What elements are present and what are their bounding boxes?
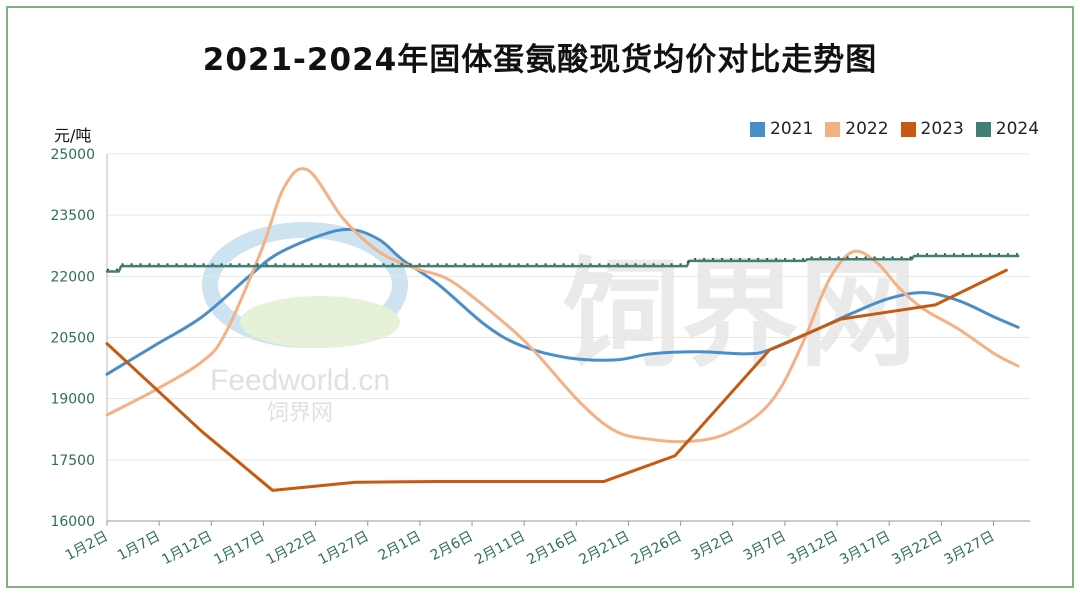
x-tick-label: 2月16日 (524, 528, 580, 568)
legend-label: 2022 (845, 119, 889, 139)
x-tick-label: 2月1日 (376, 528, 424, 564)
legend-swatch (750, 121, 765, 137)
y-tick-label: 16000 (50, 514, 95, 530)
x-tick-label: 3月12日 (785, 528, 841, 568)
series-line-2024 (105, 254, 1020, 273)
x-tick-label: 2月6日 (428, 528, 476, 564)
x-tick-label: 3月17日 (837, 528, 893, 568)
y-tick-label: 22000 (50, 269, 95, 285)
y-axis-unit-label: 元/吨 (54, 126, 92, 145)
legend-item-2024: 2024 (975, 119, 1040, 139)
chart-legend: 2021 2022 2023 2024 (750, 118, 1039, 140)
chart-title: 2021-2024年固体蛋氨酸现货均价对比走势图 (202, 42, 878, 78)
legend-label: 2023 (920, 119, 964, 139)
series-line-2021 (105, 227, 1020, 376)
y-tick-label: 23500 (50, 208, 95, 224)
legend-item-2021: 2021 (750, 119, 813, 139)
x-tick-label: 2月11日 (472, 528, 528, 568)
series-lines (105, 167, 1020, 492)
legend-item-2023: 2023 (900, 119, 964, 139)
watermark-domain: Feedworld.cn (210, 364, 390, 397)
x-tick-label: 3月27日 (942, 528, 998, 568)
y-tick-label: 19000 (50, 392, 95, 408)
y-tick-label: 17500 (50, 453, 95, 469)
x-tick-label: 1月7日 (115, 528, 163, 564)
x-tick-label: 1月2日 (63, 528, 111, 564)
x-tick-label: 2月21日 (577, 528, 633, 568)
legend-swatch (975, 121, 991, 137)
watermark-leaf-icon (240, 296, 400, 348)
x-tick-label: 1月22日 (264, 528, 320, 568)
x-tick-label: 3月7日 (741, 528, 789, 564)
y-tick-label: 20500 (50, 331, 95, 347)
x-tick-label: 1月17日 (211, 528, 267, 568)
legend-label: 2024 (995, 119, 1040, 139)
legend-item-2022: 2022 (825, 119, 889, 139)
legend-swatch (825, 121, 841, 137)
legend-label: 2021 (770, 119, 814, 139)
series-line-2022 (105, 167, 1020, 444)
legend-swatch (900, 121, 916, 137)
series-line-2023 (105, 268, 1008, 492)
y-tick-label: 25000 (50, 147, 95, 163)
watermark-brand-small: 饲界网 (267, 401, 333, 426)
x-tick-label: 1月12日 (159, 528, 215, 568)
x-tick-label: 1月27日 (316, 528, 372, 568)
x-tick-label: 3月22日 (889, 528, 945, 568)
x-tick-label: 3月2日 (689, 528, 737, 564)
x-tick-label: 2月26日 (629, 528, 685, 568)
